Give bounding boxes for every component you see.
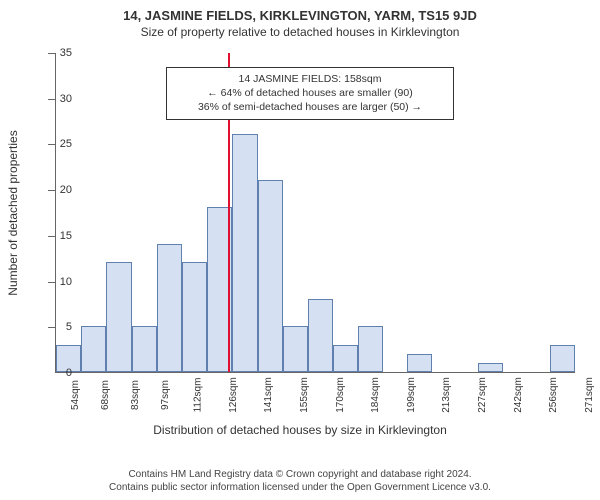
annotation-line-1: 14 JASMINE FIELDS: 158sqm (175, 72, 445, 86)
y-tick-label: 0 (42, 367, 72, 379)
y-tick-label: 35 (42, 47, 72, 59)
histogram-bar (308, 299, 333, 372)
histogram-bar (283, 326, 308, 372)
x-tick-label: 271sqm (583, 377, 594, 413)
x-tick-label: 126sqm (228, 377, 239, 413)
histogram-bar (232, 134, 257, 372)
chart-title-main: 14, JASMINE FIELDS, KIRKLEVINGTON, YARM,… (0, 0, 600, 23)
chart-container: Number of detached properties 14 JASMINE… (0, 43, 600, 423)
y-tick-label: 25 (42, 138, 72, 150)
x-tick-label: 68sqm (100, 380, 111, 410)
histogram-bar (550, 345, 575, 372)
x-axis-title: Distribution of detached houses by size … (0, 423, 600, 437)
plot-area: 14 JASMINE FIELDS: 158sqm ← 64% of detac… (55, 53, 575, 373)
y-tick-label: 10 (42, 276, 72, 288)
chart-title-sub: Size of property relative to detached ho… (0, 23, 600, 43)
x-tick-label: 227sqm (477, 377, 488, 413)
histogram-bar (157, 244, 182, 372)
histogram-bar (358, 326, 383, 372)
x-tick-labels: 54sqm68sqm83sqm97sqm112sqm126sqm141sqm15… (55, 375, 575, 386)
x-tick-label: 242sqm (512, 377, 523, 413)
y-tick-label: 30 (42, 93, 72, 105)
annotation-line-2: ← 64% of detached houses are smaller (90… (175, 86, 445, 100)
x-tick-label: 83sqm (130, 380, 141, 410)
histogram-bar (182, 262, 207, 372)
footer-line-1: Contains HM Land Registry data © Crown c… (0, 468, 600, 481)
histogram-bar (407, 354, 432, 372)
x-tick-label: 112sqm (192, 378, 203, 413)
y-tick-label: 20 (42, 184, 72, 196)
histogram-bar (106, 262, 131, 372)
annotation-line-3: 36% of semi-detached houses are larger (… (175, 100, 445, 114)
x-tick-label: 213sqm (441, 377, 452, 413)
x-tick-label: 54sqm (70, 380, 81, 410)
footer-line-2: Contains public sector information licen… (0, 481, 600, 494)
x-tick-label: 97sqm (160, 380, 171, 410)
x-tick-label: 155sqm (299, 377, 310, 413)
histogram-bar (81, 326, 106, 372)
x-tick-label: 141sqm (263, 377, 274, 413)
y-tick-label: 5 (42, 321, 72, 333)
x-tick-label: 170sqm (334, 377, 345, 413)
y-tick-label: 15 (42, 230, 72, 242)
histogram-bar (132, 326, 157, 372)
histogram-bar (333, 345, 358, 372)
histogram-bar (258, 180, 283, 372)
x-tick-label: 184sqm (370, 377, 381, 413)
annotation-box: 14 JASMINE FIELDS: 158sqm ← 64% of detac… (166, 67, 454, 120)
y-axis-title: Number of detached properties (6, 130, 20, 295)
footer: Contains HM Land Registry data © Crown c… (0, 468, 600, 494)
x-tick-label: 199sqm (406, 377, 417, 413)
x-tick-label: 256sqm (548, 377, 559, 413)
histogram-bar (478, 363, 503, 372)
